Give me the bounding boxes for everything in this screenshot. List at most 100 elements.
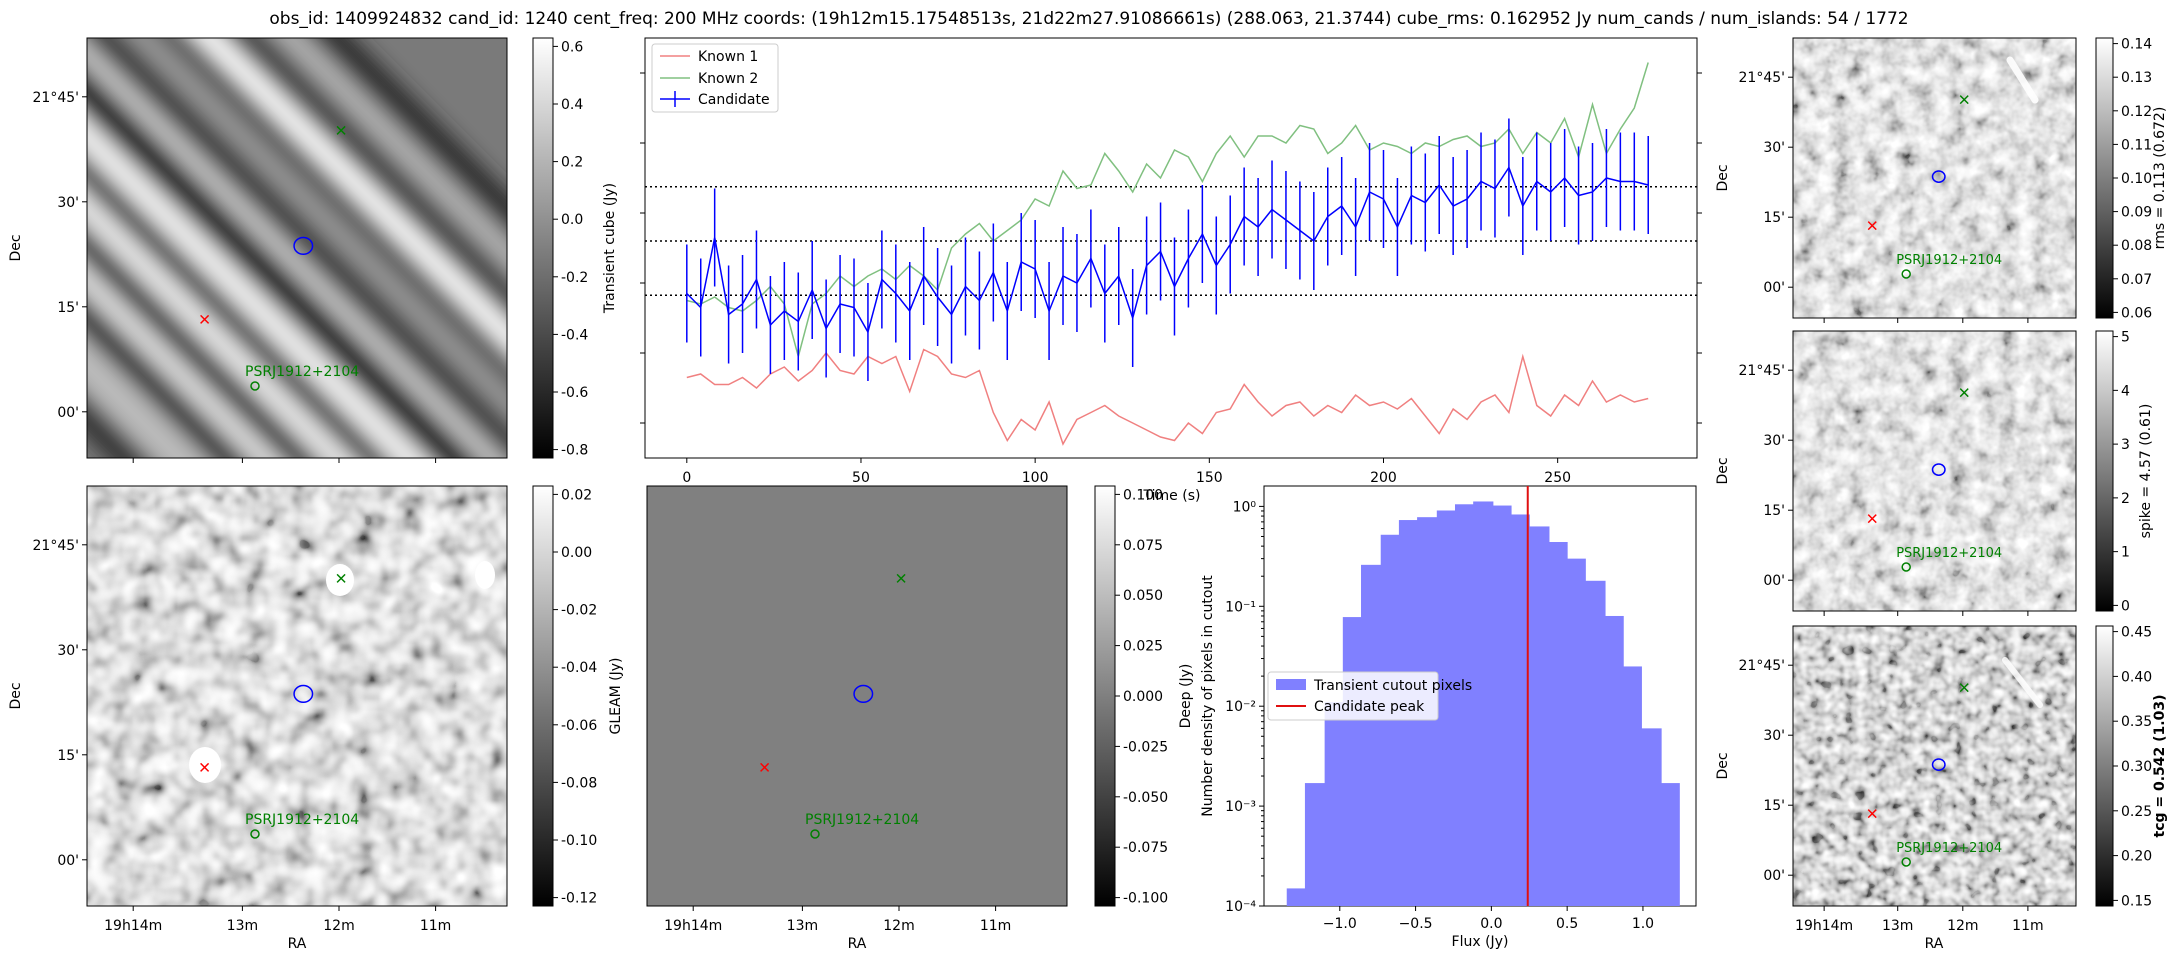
tcg-image	[1793, 626, 2076, 906]
tcg-dec-label: Dec	[1715, 752, 1731, 779]
colorbar-tick-label: 4	[2121, 383, 2130, 399]
dec-tick-label: 15'	[57, 748, 79, 764]
histogram-bar	[1492, 505, 1512, 906]
candidate-cross	[1867, 809, 1877, 819]
histogram-bar	[1585, 580, 1606, 906]
colorbar-tick-label: -0.04	[561, 660, 597, 676]
dec-tick-label: 21°45'	[33, 538, 79, 554]
figure-title: obs_id: 1409924832 cand_id: 1240 cent_fr…	[269, 9, 1908, 29]
colorbar-tick-label: 0.10	[2121, 171, 2152, 187]
colorbar-tick-label: 0.4	[561, 97, 583, 113]
histogram-xtick-label: 0.0	[1480, 916, 1502, 932]
candidate-contour	[293, 236, 314, 256]
histogram-bar	[1361, 564, 1382, 906]
ra-tick-label: 12m	[323, 918, 354, 934]
candidate-contour	[1931, 758, 1946, 771]
dec-tick-label: 30'	[1763, 433, 1785, 449]
dec-tick-label: 15'	[1763, 798, 1785, 814]
colorbar-tick-label: -0.075	[1123, 840, 1168, 856]
pulsar-label: PSRJ1912+2104	[1896, 841, 2002, 856]
colorbar-tick-label: 0.40	[2121, 669, 2152, 685]
candidate-contour	[293, 684, 314, 704]
dec-tick-label: 30'	[1763, 728, 1785, 744]
dec-tick-label: 00'	[1763, 280, 1785, 296]
pulsar-label: PSRJ1912+2104	[805, 812, 919, 828]
colorbar-tick-label: -0.100	[1123, 891, 1168, 907]
legend-known2-label: Known 2	[698, 71, 758, 87]
colorbar-tick-label: -0.10	[561, 833, 597, 849]
histogram-bar	[1436, 510, 1456, 906]
candidate-contour	[853, 684, 874, 704]
lightcurve-xtick-label: 250	[1544, 470, 1571, 486]
colorbar-tick-label: 0.14	[2121, 37, 2152, 53]
dec-tick-label: 00'	[1763, 868, 1785, 884]
gleam-ra-label: RA	[288, 936, 307, 952]
histogram-bar	[1548, 542, 1568, 906]
colorbar-tick-label: 0.02	[561, 487, 592, 503]
histogram-bar	[1623, 666, 1642, 906]
tcg-colorbar	[2095, 625, 2114, 907]
colorbar-tick-label: -0.06	[561, 718, 597, 734]
histogram-bar	[1529, 526, 1550, 906]
ra-tick-label: 11m	[980, 918, 1011, 934]
colorbar-tick-label: -0.8	[561, 443, 588, 459]
histogram-xtick-label: 0.5	[1556, 916, 1578, 932]
colorbar-tick-label: 0.000	[1123, 689, 1163, 705]
pulsar-label: PSRJ1912+2104	[1896, 253, 2002, 268]
pulsar-circle	[1901, 857, 1911, 867]
colorbar-tick-label: 0.45	[2121, 625, 2152, 641]
pulsar-circle	[250, 381, 260, 391]
ra-tick-label: 13m	[787, 918, 818, 934]
dec-tick-label: 00'	[1763, 573, 1785, 589]
colorbar-tick-label: 0.0	[561, 212, 583, 228]
tcg-ra-label: RA	[1925, 936, 1944, 952]
histogram-bar	[1567, 558, 1586, 906]
spike-colorbar	[2095, 330, 2114, 612]
lightcurve-panel: 0 50 100 150 200 250 Time (s) Known 1 Known 2…	[640, 37, 1702, 504]
rms-colorbar-label: rms = 0.113 (0.672)	[2152, 107, 2168, 250]
transient-image	[87, 38, 507, 458]
gleam-colorbar	[532, 485, 554, 907]
lightcurve-xtick-label: 150	[1196, 470, 1223, 486]
deep-colorbar	[1094, 485, 1116, 907]
known-source-cross	[336, 573, 346, 583]
deep-colorbar-label: Deep (Jy)	[1178, 664, 1194, 729]
colorbar-tick-label: 0.15	[2121, 893, 2152, 909]
transient-colorbar-label: Transient cube (Jy)	[602, 183, 618, 314]
colorbar-tick-label: 0.07	[2121, 272, 2152, 288]
colorbar-tick-label: 0.00	[561, 545, 592, 561]
dec-tick-label: 15'	[1763, 210, 1785, 226]
colorbar-tick-label: 0	[2121, 598, 2130, 614]
histogram-bar	[1342, 617, 1362, 906]
pulsar-circle	[1901, 269, 1911, 279]
colorbar-tick-label: -0.2	[561, 270, 588, 286]
ra-tick-label: 13m	[227, 918, 258, 934]
histogram-bar	[1324, 702, 1344, 906]
dec-tick-label: 21°45'	[1739, 658, 1785, 674]
dec-tick-label: 30'	[1763, 140, 1785, 156]
colorbar-tick-label: 0.30	[2121, 759, 2152, 775]
histogram-legend: Transient cutout pixels Candidate peak	[1267, 671, 1472, 721]
colorbar-tick-label: 5	[2121, 330, 2130, 346]
colorbar-tick-label: 0.13	[2121, 70, 2152, 86]
deep-image	[646, 485, 1068, 907]
transient-image-panel: PSRJ1912+2104 21°45' 30' 15' 00' Dec 0.6 0.4…	[8, 37, 618, 463]
dec-tick-label: 21°45'	[1739, 363, 1785, 379]
dec-tick-label: 30'	[57, 195, 79, 211]
histogram-bar	[1473, 501, 1494, 906]
rms-colorbar	[2095, 37, 2114, 319]
colorbar-tick-label: 0.35	[2121, 714, 2152, 730]
candidate-contour	[1931, 463, 1946, 476]
histogram-xtick-label: −0.5	[1399, 916, 1433, 932]
colorbar-tick-label: -0.4	[561, 327, 588, 343]
colorbar-tick-label: 0.6	[561, 39, 583, 55]
series-line-known-2	[686, 62, 1649, 360]
dec-tick-label: 30'	[57, 643, 79, 659]
colorbar-tick-label: 0.06	[2121, 305, 2152, 321]
histogram-ytick-label: 10⁰	[1233, 499, 1257, 515]
colorbar-tick-label: -0.025	[1123, 739, 1168, 755]
colorbar-tick-label: -0.6	[561, 385, 588, 401]
candidate-contour	[1931, 170, 1946, 183]
deep-image-panel: PSRJ1912+2104 19h14m 13m 12m 11m RA 0.100 0.…	[646, 485, 1194, 952]
